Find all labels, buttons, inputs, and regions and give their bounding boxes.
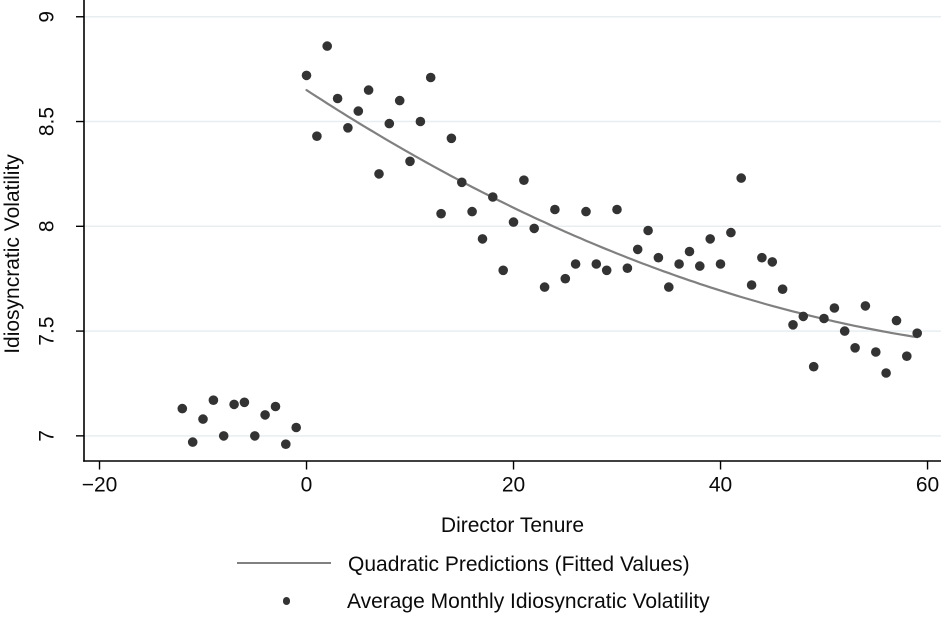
scatter-point bbox=[757, 252, 767, 263]
scatter-point bbox=[425, 72, 436, 83]
legend-label-scatter: Average Monthly Idiosyncratic Volatility bbox=[347, 590, 710, 613]
scatter-point bbox=[477, 234, 488, 244]
scatter-point bbox=[684, 246, 695, 257]
scatter-point bbox=[860, 301, 871, 311]
scatter-point bbox=[405, 156, 415, 167]
scatter-point bbox=[446, 133, 457, 144]
scatter-point bbox=[777, 284, 788, 295]
scatter-point bbox=[601, 265, 612, 276]
scatter-point bbox=[457, 177, 467, 188]
x-tick-label-0: 0 bbox=[301, 474, 313, 497]
scatter-point bbox=[467, 206, 477, 217]
scatter-point bbox=[498, 265, 509, 276]
scatter-point bbox=[519, 175, 529, 185]
scatter-point bbox=[301, 70, 312, 81]
y-axis-title: Idiosyncratic Volatility bbox=[1, 154, 24, 354]
scatter-point bbox=[808, 361, 819, 372]
scatter-point bbox=[643, 225, 653, 236]
scatter-point bbox=[871, 347, 881, 357]
fitted-quadratic-curve bbox=[305, 88, 919, 339]
scatter-point bbox=[374, 169, 384, 179]
scatter-point bbox=[415, 116, 426, 127]
scatter-point bbox=[539, 282, 550, 292]
legend-dot-sample bbox=[283, 597, 291, 605]
scatter-point bbox=[798, 311, 809, 322]
legend-line-sample bbox=[237, 562, 331, 565]
scatter-point bbox=[384, 118, 395, 129]
scatter-point bbox=[632, 244, 643, 255]
x-tick-label-60: 60 bbox=[916, 474, 939, 497]
scatter-point bbox=[218, 431, 229, 441]
scatter-point bbox=[612, 204, 622, 215]
scatter-point bbox=[715, 259, 726, 269]
scatter-point bbox=[788, 320, 798, 330]
scatter-point bbox=[436, 208, 446, 219]
scatter-point bbox=[281, 439, 291, 450]
scatter-point bbox=[829, 303, 840, 313]
scatter-point bbox=[581, 206, 591, 217]
y-tick-label-7.5: 7.5 bbox=[36, 316, 59, 345]
x-tick-label-20: 20 bbox=[502, 474, 525, 497]
legend-label-fitted: Quadratic Predictions (Fitted Values) bbox=[348, 553, 690, 576]
scatter-point bbox=[819, 313, 829, 324]
scatter-point bbox=[695, 261, 705, 271]
scatter-point bbox=[891, 315, 902, 326]
scatter-point bbox=[208, 395, 219, 406]
scatter-point bbox=[902, 351, 912, 362]
scatter-point bbox=[591, 259, 602, 269]
scatter-point bbox=[705, 234, 715, 244]
scatter-point bbox=[736, 173, 746, 183]
scatter-point bbox=[881, 368, 891, 378]
scatter-point bbox=[746, 280, 757, 290]
scatter-point bbox=[394, 95, 405, 106]
scatter-point bbox=[198, 414, 208, 424]
scatter-point bbox=[550, 204, 560, 215]
scatter-point bbox=[560, 273, 571, 284]
scatter-point bbox=[229, 399, 239, 410]
x-tick-label--20: −20 bbox=[82, 474, 118, 497]
scatter-point bbox=[332, 93, 343, 104]
scatter-point bbox=[653, 252, 664, 263]
x-tick-label-40: 40 bbox=[709, 474, 732, 497]
scatter-point bbox=[177, 403, 188, 414]
scatter-point bbox=[664, 282, 674, 292]
scatter-point bbox=[850, 343, 860, 353]
scatter-point bbox=[839, 326, 850, 336]
scatter-point bbox=[187, 437, 198, 447]
scatter-point bbox=[726, 227, 736, 238]
scatter-point bbox=[250, 431, 260, 441]
scatter-point bbox=[674, 259, 684, 269]
scatter-point bbox=[912, 328, 922, 339]
x-axis-title: Director Tenure bbox=[440, 514, 585, 537]
scatter-point bbox=[570, 259, 581, 269]
scatter-point bbox=[291, 422, 302, 433]
scatter-point bbox=[622, 263, 633, 274]
scatter-point bbox=[239, 397, 250, 408]
scatter-point bbox=[353, 106, 364, 116]
y-tick-label-9: 9 bbox=[36, 11, 59, 23]
scatter-point bbox=[508, 217, 519, 227]
scatter-point bbox=[488, 192, 498, 202]
scatter-point bbox=[343, 123, 353, 133]
scatter-point bbox=[270, 401, 281, 412]
scatter-point bbox=[312, 131, 322, 141]
scatter-point bbox=[260, 410, 270, 420]
y-tick-label-8.5: 8.5 bbox=[36, 107, 59, 136]
y-tick-label-8: 8 bbox=[36, 220, 59, 232]
scatter-point bbox=[363, 85, 374, 95]
scatter-point bbox=[767, 257, 778, 267]
scatter-point bbox=[322, 41, 333, 51]
y-tick-label-7: 7 bbox=[36, 430, 59, 442]
scatter-point bbox=[529, 223, 539, 234]
